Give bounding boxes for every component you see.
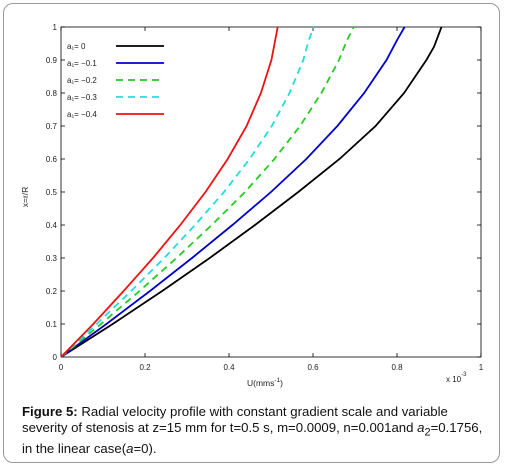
series-line-3: [60, 26, 315, 358]
y-tick-label: 1: [53, 23, 58, 32]
figure-caption: Figure 5: Radial velocity profile with c…: [22, 404, 484, 457]
legend-label-1: a₁= −0.1: [67, 59, 97, 68]
y-tick-label: 0.2: [46, 287, 58, 296]
y-tick-label: 0.6: [46, 155, 58, 164]
y-tick-label: 0.4: [46, 221, 58, 230]
y-tick-label: 0.9: [46, 56, 58, 65]
x-axis-label: U(mms-1): [247, 377, 283, 388]
caption-text: Radial velocity profile with constant gr…: [22, 404, 448, 435]
caption-alpha: a: [126, 440, 134, 456]
x-tick-label: 0.6: [307, 363, 319, 372]
x-tick-label: 0.2: [139, 363, 151, 372]
legend-label-0: a₁= 0: [67, 42, 86, 51]
y-ticks: 0 0.1 0.2 0.3 0.4 0.5 0.6 0.7 0.8 0.9 1: [46, 23, 481, 362]
y-tick-label: 0.5: [46, 188, 58, 197]
legend-label-3: a₁= −0.3: [67, 93, 97, 102]
series-line-1: [60, 26, 406, 358]
series-line-0: [60, 26, 443, 358]
series-line-2: [60, 26, 355, 358]
series-lines: [60, 26, 443, 358]
y-tick-label: 0.8: [46, 89, 58, 98]
x-tick-label: 0.8: [391, 363, 403, 372]
x-tick-label: 1: [479, 363, 484, 372]
x-ticks: 0 0.2 0.4 0.6 0.8 1: [59, 27, 484, 372]
x-tick-label: 0: [59, 363, 64, 372]
legend-label-2: a₁= −0.2: [67, 76, 97, 85]
x-tick-label: 0.4: [223, 363, 235, 372]
y-tick-label: 0.1: [46, 320, 58, 329]
legend-label-4: a₁= −0.4: [67, 110, 97, 119]
y-tick-label: 0: [53, 353, 58, 362]
caption-label: Figure 5:: [22, 404, 78, 419]
y-tick-label: 0.3: [46, 254, 58, 263]
series-line-4: [60, 26, 279, 358]
chart: 0 0.1 0.2 0.3 0.4 0.5 0.6 0.7 0.8 0.9 1 0 0.2 0.4 0.6…: [20, 23, 484, 388]
legend: a₁= 0 a₁= −0.1 a₁= −0.2 a₁= −0.3 a₁= −0.4: [67, 42, 164, 119]
caption-a2: a: [417, 420, 425, 435]
y-axis-label: x=r/R: [20, 187, 30, 208]
y-tick-label: 0.7: [46, 122, 58, 131]
caption-text-2: =0.1756, in the linear case(: [22, 420, 483, 456]
caption-a2-sub: 2: [424, 426, 431, 439]
caption-text-3: =0).: [133, 440, 157, 456]
x-scale-label: x 10-3: [446, 372, 467, 384]
